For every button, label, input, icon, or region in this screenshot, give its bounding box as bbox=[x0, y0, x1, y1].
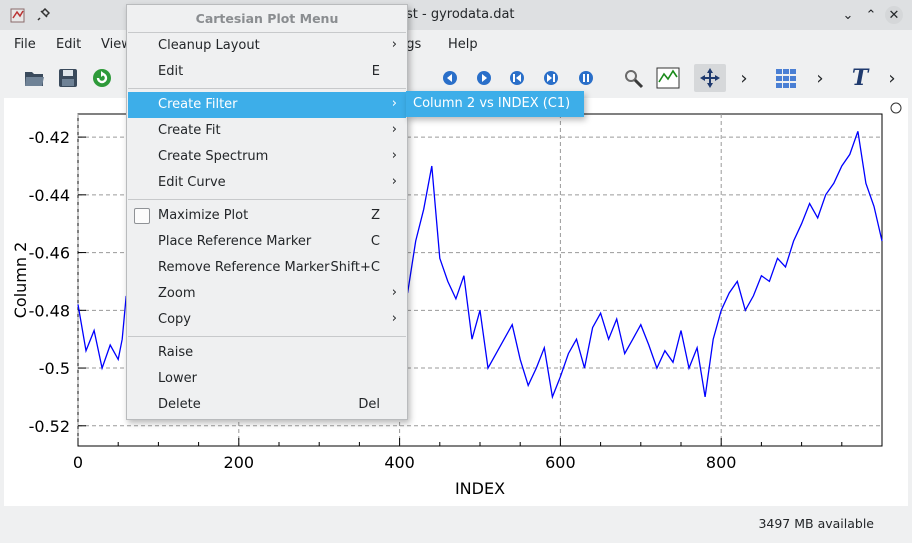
plot-data-icon[interactable] bbox=[654, 64, 682, 92]
y-tick-label: -0.5 bbox=[39, 359, 70, 378]
y-tick-label: -0.48 bbox=[29, 301, 70, 320]
menu-separator bbox=[128, 88, 406, 89]
menu-item-zoom[interactable]: Zoom › bbox=[158, 285, 397, 301]
pin-icon[interactable] bbox=[33, 5, 53, 25]
forward-icon[interactable] bbox=[470, 64, 498, 92]
menu-item-lower[interactable]: Lower bbox=[158, 371, 197, 386]
menu-view[interactable]: View bbox=[101, 37, 132, 52]
menu-separator bbox=[128, 199, 406, 200]
shortcut: Z bbox=[371, 208, 380, 223]
chevron-right-icon[interactable]: › bbox=[740, 67, 748, 89]
chevron-up-icon: ⌃ bbox=[865, 7, 877, 23]
chevron-right-icon: › bbox=[391, 96, 397, 111]
menu-edit[interactable]: Edit bbox=[56, 37, 82, 52]
maximize-plot-checkbox[interactable] bbox=[134, 208, 150, 224]
menu-file[interactable]: File bbox=[14, 37, 36, 52]
submenu-item-column2-vs-index[interactable]: Column 2 vs INDEX (C1) bbox=[413, 96, 571, 111]
toolbar: › › T › bbox=[0, 58, 912, 98]
shortcut: Shift+C bbox=[330, 260, 380, 275]
text-tool-icon[interactable]: T bbox=[851, 65, 869, 91]
app-icon[interactable] bbox=[8, 5, 28, 25]
menu-header: Cartesian Plot Menu bbox=[195, 11, 339, 26]
resize-handle bbox=[890, 102, 902, 114]
create-filter-submenu: Column 2 vs INDEX (C1) bbox=[406, 91, 584, 117]
last-frame-icon[interactable] bbox=[537, 64, 565, 92]
back-icon[interactable] bbox=[436, 64, 464, 92]
chevron-right-icon: › bbox=[391, 285, 397, 300]
x-tick-label: 0 bbox=[73, 453, 83, 472]
y-tick-label: -0.52 bbox=[29, 417, 70, 436]
menu-item-create-spectrum[interactable]: Create Spectrum › bbox=[158, 148, 397, 164]
menu-item-place-reference-marker[interactable]: Place Reference Marker C bbox=[158, 234, 380, 249]
pause-icon[interactable] bbox=[572, 64, 600, 92]
menu-item-maximize-plot[interactable]: Maximize Plot Z bbox=[128, 203, 406, 229]
chevron-right-icon: › bbox=[391, 37, 397, 52]
x-tick-label: 800 bbox=[706, 453, 737, 472]
chevron-right-icon: › bbox=[391, 311, 397, 326]
menu-item-create-fit[interactable]: Create Fit › bbox=[158, 122, 397, 138]
y-tick-label: -0.46 bbox=[29, 244, 70, 263]
memory-status: 3497 MB available bbox=[758, 516, 874, 531]
status-bar: 3497 MB available bbox=[0, 506, 912, 543]
y-tick-label: -0.44 bbox=[29, 186, 70, 205]
menu-item-raise[interactable]: Raise bbox=[158, 345, 194, 360]
shortcut: Del bbox=[358, 397, 380, 412]
x-tick-label: 400 bbox=[384, 453, 415, 472]
reload-icon[interactable] bbox=[88, 64, 116, 92]
menu-item-edit-curve[interactable]: Edit Curve › bbox=[158, 174, 397, 190]
chevron-down-icon: ⌄ bbox=[842, 7, 854, 23]
close-icon: ✕ bbox=[888, 7, 900, 23]
chevron-right-icon: › bbox=[391, 122, 397, 137]
x-tick-label: 200 bbox=[224, 453, 255, 472]
chevron-right-icon[interactable]: › bbox=[816, 67, 824, 89]
chevron-right-icon: › bbox=[391, 174, 397, 189]
menu-help[interactable]: Help bbox=[448, 37, 478, 52]
menu-item-copy[interactable]: Copy › bbox=[158, 311, 397, 327]
menu-item-remove-reference-marker[interactable]: Remove Reference Marker Shift+C bbox=[158, 260, 380, 275]
layout-mode-icon[interactable] bbox=[694, 64, 726, 92]
first-frame-icon[interactable] bbox=[503, 64, 531, 92]
open-session-icon[interactable] bbox=[20, 64, 48, 92]
chevron-right-icon: › bbox=[391, 148, 397, 163]
shortcut: E bbox=[371, 64, 380, 79]
shortcut: C bbox=[370, 234, 380, 249]
y-axis-label: Column 2 bbox=[11, 242, 30, 319]
menu-item-delete[interactable]: Delete Del bbox=[158, 397, 380, 412]
maximize-button[interactable]: ⌃ bbox=[862, 6, 880, 24]
menu-item-edit[interactable]: Edit E bbox=[158, 64, 380, 79]
y-tick-label: -0.42 bbox=[29, 128, 70, 147]
menu-separator bbox=[128, 32, 406, 33]
window-title: Kst - gyrodata.dat bbox=[397, 7, 515, 22]
x-axis-label: INDEX bbox=[455, 479, 505, 498]
minimize-button[interactable]: ⌄ bbox=[839, 6, 857, 24]
data-manager-icon[interactable] bbox=[620, 64, 648, 92]
chevron-right-icon[interactable]: › bbox=[888, 67, 896, 89]
save-icon[interactable] bbox=[54, 64, 82, 92]
cartesian-plot-menu: Cartesian Plot Menu Cleanup Layout › Edi… bbox=[126, 4, 408, 420]
menu-separator bbox=[128, 336, 406, 337]
close-button[interactable]: ✕ bbox=[885, 6, 903, 24]
menu-item-create-filter[interactable]: Create Filter › bbox=[128, 92, 406, 118]
x-tick-label: 600 bbox=[545, 453, 576, 472]
grid-layout-icon[interactable] bbox=[772, 64, 800, 92]
menu-item-cleanup-layout[interactable]: Cleanup Layout › bbox=[158, 37, 397, 53]
